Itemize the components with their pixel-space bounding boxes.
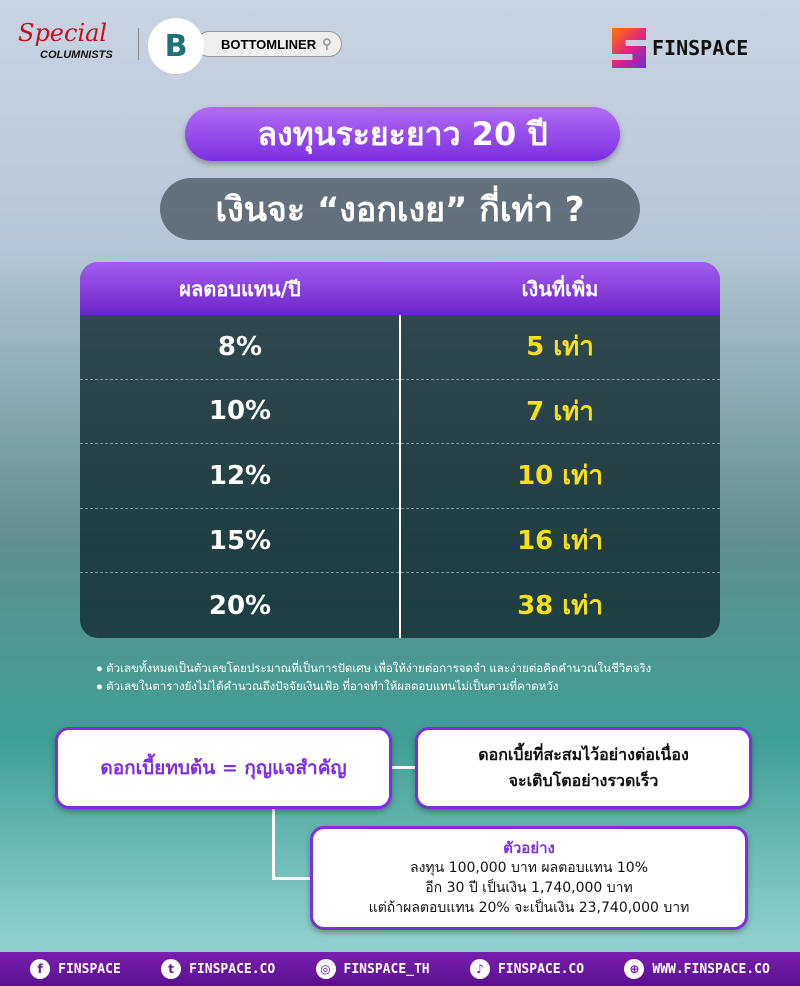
table-row: 10% 7 เท่า: [80, 380, 720, 445]
bottomliner-search[interactable]: BOTTOMLINER ⚲: [196, 31, 342, 57]
footer-label: FINSPACE: [58, 961, 121, 977]
note-text: ตัวเลขทั้งหมดเป็นตัวเลขโดยประมาณที่เป็นก…: [106, 663, 652, 675]
example-line: ลงทุน 100,000 บาท ผลตอบแทน 10%: [410, 860, 648, 876]
divider: [138, 28, 139, 60]
footer-label: FINSPACE.CO: [189, 961, 276, 977]
connector-line: [272, 809, 275, 879]
connector-line: [272, 877, 310, 880]
multiple-cell: 38 เท่า: [517, 591, 603, 622]
footer-label: FINSPACE.CO: [497, 961, 585, 977]
page-subtitle: เงินจะ “งอกเงย” กี่เท่า ?: [160, 178, 640, 240]
rate-cell: 12%: [208, 460, 272, 491]
notes: ● ตัวเลขทั้งหมดเป็นตัวเลขโดยประมาณที่เป็…: [96, 660, 651, 696]
facebook-icon: f: [30, 959, 51, 979]
footer-tiktok-link[interactable]: ♪ FINSPACE.CO: [469, 959, 585, 979]
growth-line: ดอกเบี้ยที่สะสมไว้อย่างต่อเนื่อง: [478, 745, 689, 764]
multiple-cell: 16 เท่า: [517, 526, 603, 557]
bottomliner-label: BOTTOMLINER: [221, 36, 317, 52]
footer-label: FINSPACE_TH: [343, 961, 430, 977]
twitter-icon: t: [161, 959, 182, 979]
instagram-icon: ◎: [315, 959, 336, 979]
key-box: ดอกเบี้ยทบต้น = กุญแจสำคัญ: [55, 727, 392, 809]
footer-facebook-link[interactable]: f FINSPACE: [30, 959, 121, 979]
rate-cell: 20%: [208, 590, 272, 621]
logo-columnists: COLUMNISTS: [40, 49, 113, 61]
example-line: อีก 30 ปี เป็นเงิน 1,740,000 บาท: [425, 880, 633, 896]
footer-label: WWW.FINSPACE.CO: [652, 961, 770, 977]
growth-box: ดอกเบี้ยที่สะสมไว้อย่างต่อเนื่องจะเติบโต…: [415, 727, 752, 809]
logo-special: Special: [18, 19, 108, 47]
note-item: ● ตัวเลขในตารางยังไม่ได้คำนวณถึงปัจจัยเง…: [96, 681, 559, 693]
bottomliner-logo: B: [148, 18, 204, 74]
search-icon: ⚲: [322, 36, 332, 51]
header-multiple: เงินที่เพิ่ม: [521, 276, 599, 301]
special-columnists-logo: Special COLUMNISTS: [18, 19, 113, 66]
multiple-cell: 7 เท่า: [526, 396, 594, 427]
tiktok-icon: ♪: [469, 959, 490, 979]
finspace-wordmark: FINSPACE: [652, 36, 749, 60]
header-rate: ผลตอบแทน/ปี: [179, 276, 301, 301]
rate-cell: 10%: [208, 396, 272, 427]
table-row: 20% 38 เท่า: [80, 573, 720, 638]
rate-cell: 15%: [208, 525, 272, 556]
example-box: ตัวอย่าง ลงทุน 100,000 บาท ผลตอบแทน 10% …: [310, 826, 748, 930]
footer-website-link[interactable]: ⊕ WWW.FINSPACE.CO: [624, 959, 770, 979]
table-header: ผลตอบแทน/ปี เงินที่เพิ่ม: [80, 262, 720, 315]
example-heading: ตัวอย่าง: [503, 839, 555, 857]
multiple-cell: 10 เท่า: [517, 461, 603, 492]
finspace-logo: FINSPACE: [612, 28, 748, 68]
connector-line: [392, 766, 415, 769]
example-line: แต่ถ้าผลตอบแทน 20% จะเป็นเงิน 23,740,000…: [368, 900, 690, 916]
growth-line: จะเติบโตอย่างรวดเร็ว: [508, 771, 659, 790]
note-text: ตัวเลขในตารางยังไม่ได้คำนวณถึงปัจจัยเงิน…: [106, 681, 559, 693]
bottomliner-logo-letter: B: [164, 28, 188, 64]
globe-icon: ⊕: [624, 959, 645, 979]
footer: f FINSPACE t FINSPACE.CO ◎ FINSPACE_TH ♪ FIN…: [0, 952, 800, 986]
footer-twitter-link[interactable]: t FINSPACE.CO: [161, 959, 275, 979]
finspace-mark-icon: [612, 28, 646, 68]
key-text: ดอกเบี้ยทบต้น = กุญแจสำคัญ: [100, 757, 347, 779]
page-title: ลงทุนระยะยาว 20 ปี: [185, 107, 620, 161]
column-divider: [399, 315, 401, 638]
multiple-cell: 5 เท่า: [526, 332, 594, 363]
rate-cell: 8%: [217, 331, 263, 362]
note-item: ● ตัวเลขทั้งหมดเป็นตัวเลขโดยประมาณที่เป็…: [96, 663, 652, 675]
footer-instagram-link[interactable]: ◎ FINSPACE_TH: [315, 959, 430, 979]
